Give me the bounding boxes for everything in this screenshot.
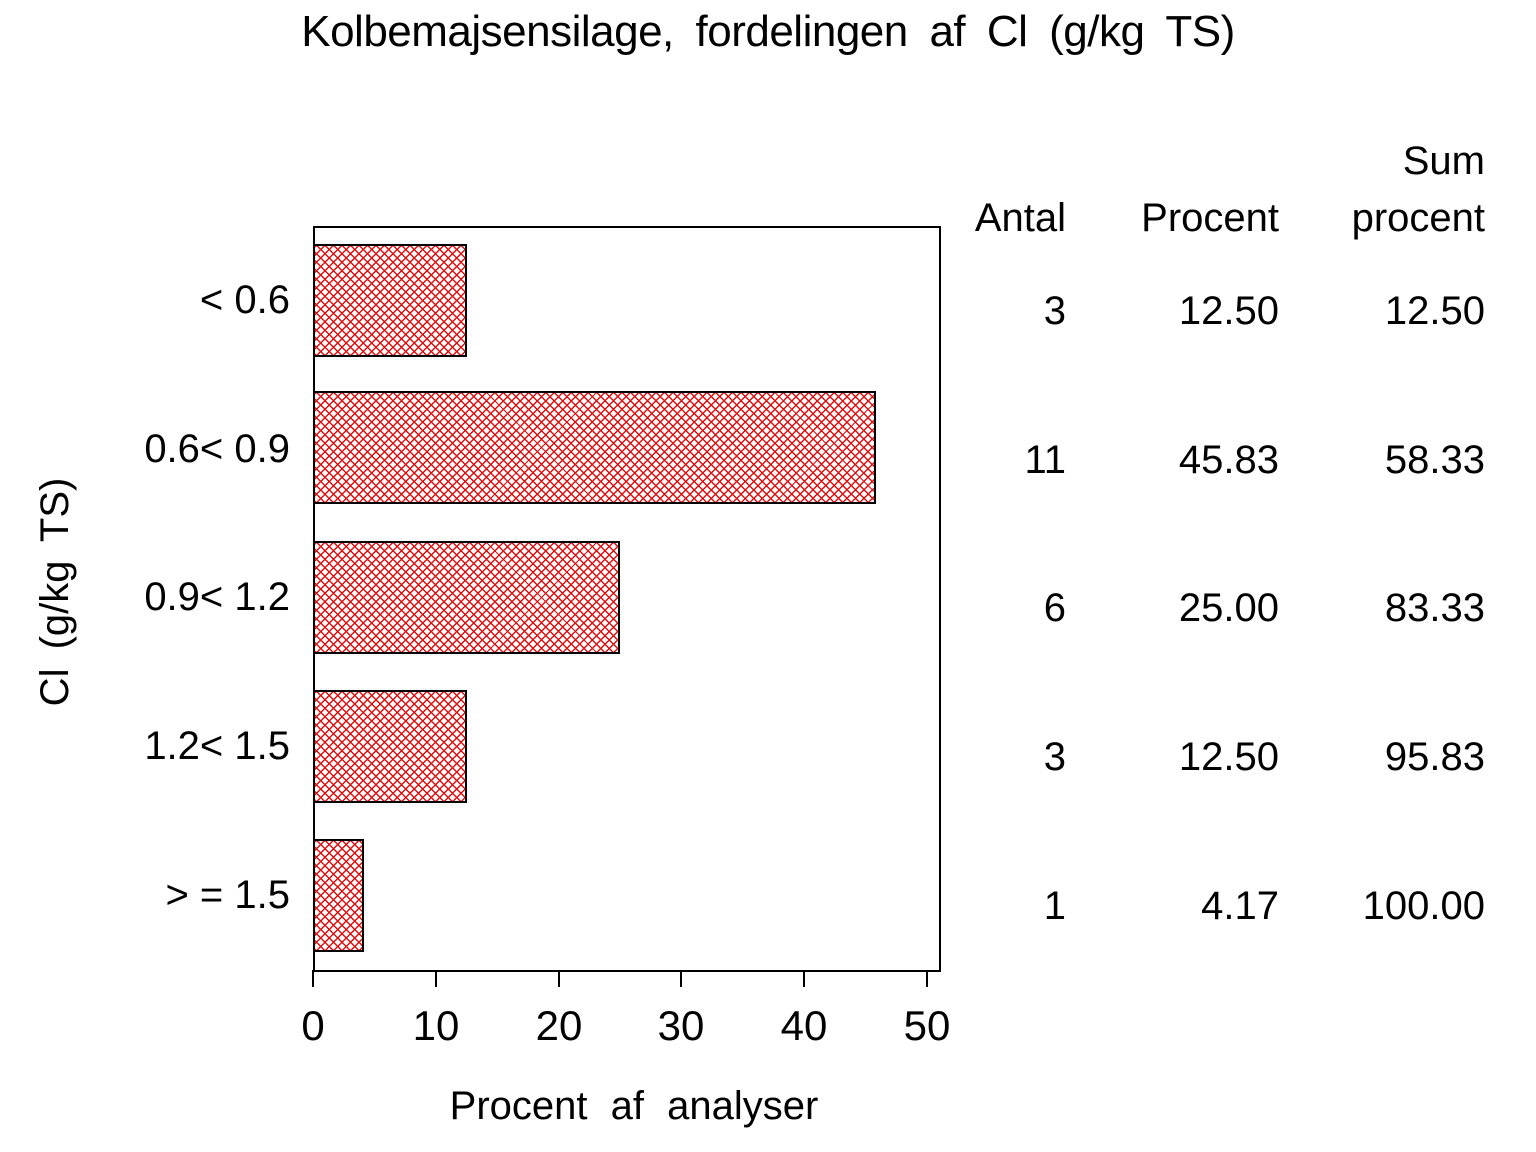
col-header-procent: Procent [1141,196,1279,240]
x-tick-label: 50 [903,1002,951,1049]
bar [313,839,365,952]
x-axis-label: Procent af analyser [449,1084,819,1128]
table-cell-sum: 95.83 [1384,735,1485,779]
table-cell-antal: 3 [1043,735,1066,779]
table-cell-antal: 11 [1024,438,1066,482]
col-header-antal: Antal [974,196,1066,240]
plot-area [313,226,941,972]
x-tick-label: 10 [412,1002,460,1049]
table-cell-procent: 4.17 [1201,884,1279,928]
bar [313,690,467,803]
table-cell-antal: 3 [1043,289,1066,333]
x-tick [558,970,560,987]
table-cell-procent: 12.50 [1178,735,1279,779]
table-cell-antal: 6 [1043,586,1066,630]
table-cell-procent: 25.00 [1178,586,1279,630]
x-tick-label: 0 [301,1002,325,1049]
table-cell-sum: 83.33 [1384,586,1485,630]
x-tick-label: 40 [780,1002,828,1049]
category-label: 1.2< 1.5 [144,724,290,768]
bar [313,391,876,504]
x-tick-label: 20 [535,1002,583,1049]
category-label: 0.9< 1.2 [144,575,290,619]
col-header-sum-line1: Sum [1402,139,1485,183]
category-label: 0.6< 0.9 [144,427,290,471]
x-tick [926,970,928,987]
table-cell-sum: 12.50 [1384,289,1485,333]
x-tick [435,970,437,987]
category-label: < 0.6 [199,278,290,322]
table-cell-antal: 1 [1043,884,1066,928]
bar [313,541,620,654]
table-cell-procent: 12.50 [1178,289,1279,333]
table-cell-sum: 100.00 [1362,884,1485,928]
col-header-sum-line2: procent [1351,196,1485,240]
x-tick-label: 30 [657,1002,705,1049]
x-tick [680,970,682,987]
table-cell-sum: 58.33 [1384,438,1485,482]
chart-title: Kolbemajsensilage, fordelingen af Cl (g/… [301,7,1235,56]
x-tick [803,970,805,987]
category-label: > = 1.5 [165,873,290,917]
x-tick [312,970,314,987]
table-cell-procent: 45.83 [1178,438,1279,482]
bar [313,244,467,357]
